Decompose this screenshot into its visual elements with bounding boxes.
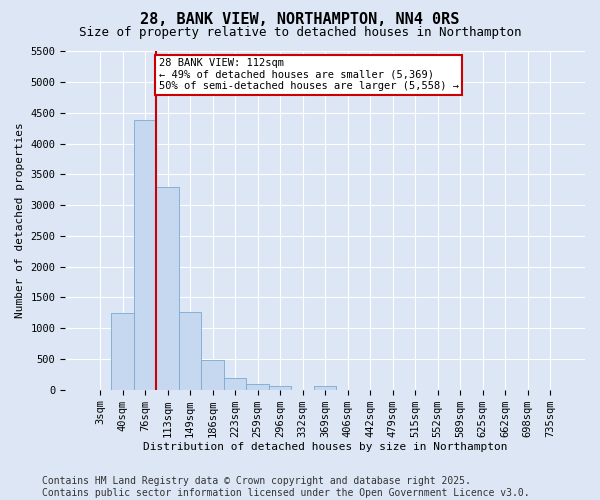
Bar (134, 120, 157, 390)
Text: 28 BANK VIEW: 112sqm
← 49% of detached houses are smaller (5,369)
50% of semi-de: 28 BANK VIEW: 112sqm ← 49% of detached h… (159, 58, 459, 92)
Bar (224, 378, 247, 390)
Bar (269, 386, 292, 390)
Bar (157, 187, 179, 390)
X-axis label: Distribution of detached houses by size in Northampton: Distribution of detached houses by size … (143, 442, 508, 452)
Bar (179, 312, 202, 390)
Text: Size of property relative to detached houses in Northampton: Size of property relative to detached ho… (79, 26, 521, 39)
Y-axis label: Number of detached properties: Number of detached properties (15, 122, 25, 318)
Text: 28, BANK VIEW, NORTHAMPTON, NN4 0RS: 28, BANK VIEW, NORTHAMPTON, NN4 0RS (140, 12, 460, 28)
Bar (314, 386, 337, 390)
Bar (247, 384, 269, 390)
Bar (202, 360, 224, 390)
Text: Contains HM Land Registry data © Crown copyright and database right 2025.
Contai: Contains HM Land Registry data © Crown c… (42, 476, 530, 498)
Bar (112, 313, 134, 390)
